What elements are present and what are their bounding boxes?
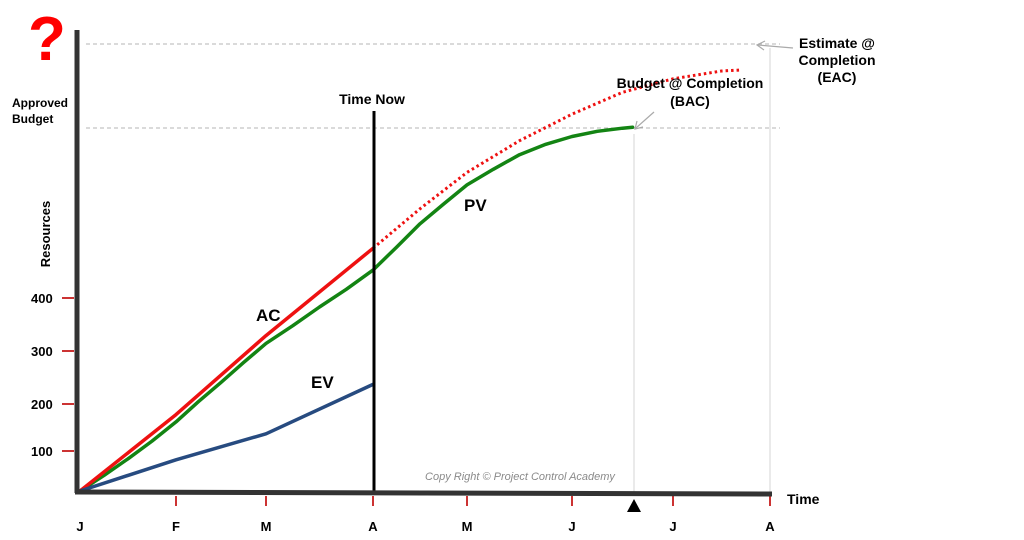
eac-label-line2: Completion [799,52,876,68]
pv-series-line [78,125,635,493]
y-axis-label: Resources [38,201,53,267]
y-tick-label: 100 [31,444,53,459]
y-tick-label: 200 [31,397,53,412]
bac-label: Budget @ Completion [617,75,764,91]
x-tick-label: J [669,519,676,534]
copyright-text: Copy Right © Project Control Academy [425,471,616,483]
x-tick-label: M [261,519,272,534]
y-tick-label: 400 [31,291,53,306]
time-now-label: Time Now [339,91,405,107]
bac-pointer-arrow [635,111,655,129]
eac-pointer-arrow [757,44,794,49]
y-tick-label: 300 [31,344,53,359]
ac-forecast-line [372,68,741,250]
x-tick-label: M [462,519,473,534]
eac-label-line3: (EAC) [818,69,857,85]
eac-label: Estimate @ [799,35,875,51]
x-tick-label: A [368,519,378,534]
x-axis [74,489,773,497]
ev-series-label: EV [311,373,334,392]
bac-label-line2: (BAC) [670,93,710,109]
x-tick-label: F [172,519,180,534]
pv-series-label: PV [464,196,487,215]
ac-series-label: AC [256,306,281,325]
bac-arrow-head-icon [634,120,644,130]
approved-budget-label: Approved [12,96,68,110]
x-tick-label: J [568,519,575,534]
ev-series-line [78,382,375,493]
x-tick-label: J [76,519,83,534]
question-mark-icon: ? [28,5,66,74]
x-tick-label: A [765,519,775,534]
approved-budget-label-line2: Budget [12,112,53,126]
x-axis-label: Time [787,491,820,507]
ac-series-line [78,246,375,493]
bac-time-marker-icon [627,499,641,512]
eac-arrow-head-icon [755,40,766,51]
